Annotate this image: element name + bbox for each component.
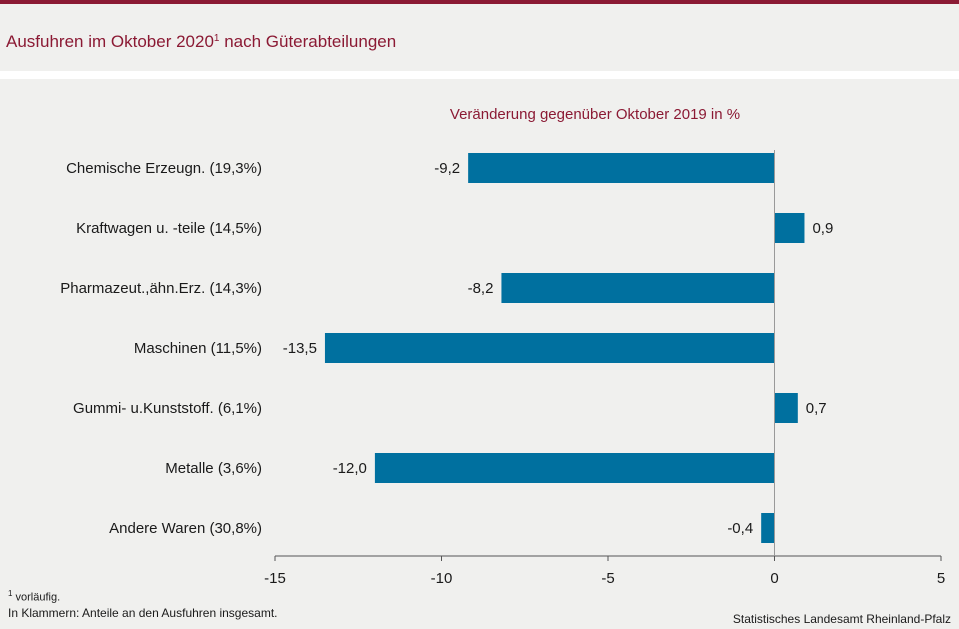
title-main: Ausfuhren im Oktober 2020: [6, 32, 214, 51]
x-tick-label: -10: [431, 570, 453, 587]
category-label: Maschinen (11,5%): [134, 340, 262, 357]
data-label: -9,2: [434, 160, 460, 177]
chart-subtitle: Veränderung gegenüber Oktober 2019 in %: [450, 106, 740, 123]
bar: [324, 333, 775, 363]
x-tick-label: -15: [264, 570, 286, 587]
title-footnote-marker: 1: [213, 33, 220, 44]
footnote-preliminary: 1 vorläufig.: [8, 589, 60, 604]
category-label: Chemische Erzeugn. (19,3%): [66, 160, 262, 177]
title-suffix: nach Güterabteilungen: [219, 32, 397, 51]
x-tick-label: 0: [770, 570, 778, 587]
source-label: Statistisches Landesamt Rheinland-Pfalz: [732, 612, 951, 626]
bar: [468, 153, 775, 183]
data-label: -8,2: [468, 280, 494, 297]
data-label: -0,4: [727, 520, 753, 537]
data-label: -13,5: [283, 340, 317, 357]
header: Ausfuhren im Oktober 20201 nach Güterabt…: [0, 4, 959, 71]
data-label: -12,0: [333, 460, 367, 477]
footnote-shares: In Klammern: Anteile an den Ausfuhren in…: [8, 606, 278, 620]
category-label: Andere Waren (30,8%): [109, 520, 262, 537]
category-label: Pharmazeut.,ähn.Erz. (14,3%): [60, 280, 262, 297]
bar: [374, 453, 775, 483]
category-label: Gummi- u.Kunststoff. (6,1%): [73, 400, 262, 417]
x-tick-label: 5: [937, 570, 945, 587]
footnote-marker: 1: [8, 589, 13, 598]
bar: [501, 273, 775, 303]
bar: [761, 513, 775, 543]
data-label: 0,7: [806, 400, 827, 417]
category-label: Metalle (3,6%): [165, 460, 262, 477]
category-label: Kraftwagen u. -teile (14,5%): [76, 220, 262, 237]
data-label: 0,9: [812, 220, 833, 237]
top-accent-bar: [0, 0, 959, 4]
bar: [774, 213, 805, 243]
bar: [774, 393, 798, 423]
header-separator: [0, 71, 959, 79]
page-title: Ausfuhren im Oktober 20201 nach Güterabt…: [6, 32, 396, 52]
footnote-preliminary-text: vorläufig.: [12, 591, 61, 604]
x-tick-label: -5: [601, 570, 614, 587]
